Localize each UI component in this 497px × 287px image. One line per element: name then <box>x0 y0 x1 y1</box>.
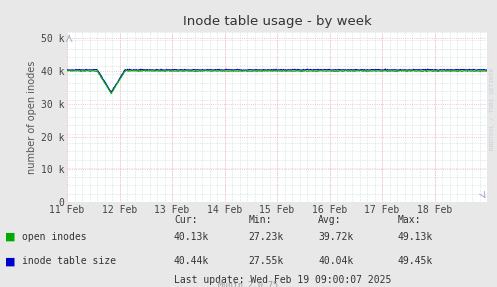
Text: 40.04k: 40.04k <box>318 256 353 266</box>
Text: Munin 2.0.75: Munin 2.0.75 <box>219 282 278 287</box>
Y-axis label: number of open inodes: number of open inodes <box>27 60 37 174</box>
Text: Last update: Wed Feb 19 09:00:07 2025: Last update: Wed Feb 19 09:00:07 2025 <box>174 275 391 285</box>
Text: ■: ■ <box>5 256 15 266</box>
Text: RRDTOOL / TOBI OETIKER: RRDTOOL / TOBI OETIKER <box>490 68 495 150</box>
Text: Max:: Max: <box>398 215 421 224</box>
Text: 27.23k: 27.23k <box>248 232 284 242</box>
Text: ■: ■ <box>5 232 15 242</box>
Title: Inode table usage - by week: Inode table usage - by week <box>183 15 371 28</box>
Text: Avg:: Avg: <box>318 215 341 224</box>
Text: inode table size: inode table size <box>22 256 116 266</box>
Text: Cur:: Cur: <box>174 215 197 224</box>
Text: 27.55k: 27.55k <box>248 256 284 266</box>
Text: 39.72k: 39.72k <box>318 232 353 242</box>
Text: 49.45k: 49.45k <box>398 256 433 266</box>
Text: 40.44k: 40.44k <box>174 256 209 266</box>
Text: Min:: Min: <box>248 215 272 224</box>
Text: 40.13k: 40.13k <box>174 232 209 242</box>
Text: open inodes: open inodes <box>22 232 87 242</box>
Text: 49.13k: 49.13k <box>398 232 433 242</box>
